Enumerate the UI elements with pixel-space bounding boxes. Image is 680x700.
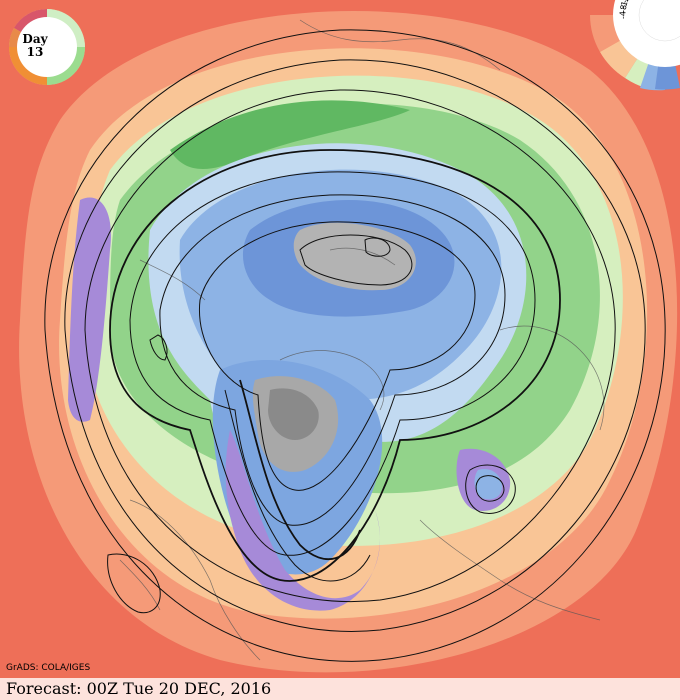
colorbar-label: -12 — [619, 0, 631, 10]
colorbar-wheel — [590, 0, 680, 91]
purple-na-band — [225, 430, 380, 611]
canada-dark-grey — [268, 388, 319, 440]
colorbar-label: -4 — [619, 11, 628, 19]
dark-green-band — [170, 100, 410, 170]
day-badge-label: Day 13 — [20, 33, 50, 59]
geopotential-contours — [44, 29, 666, 662]
forecast-title: Forecast: 00Z Tue 20 DEC, 2016 — [6, 679, 272, 698]
title-bar — [0, 678, 680, 700]
credit-label: GrADS: COLA/IGES — [6, 663, 91, 673]
colorbar-labels: -4-8-12-16-20-24-28-32-36-40-44 — [618, 0, 634, 19]
day-badge — [8, 8, 85, 85]
colorbar-label: -8 — [618, 4, 628, 13]
day-number: 13 — [26, 45, 44, 59]
colorbar-label: -16 — [620, 0, 634, 5]
day-word: Day — [22, 32, 48, 46]
